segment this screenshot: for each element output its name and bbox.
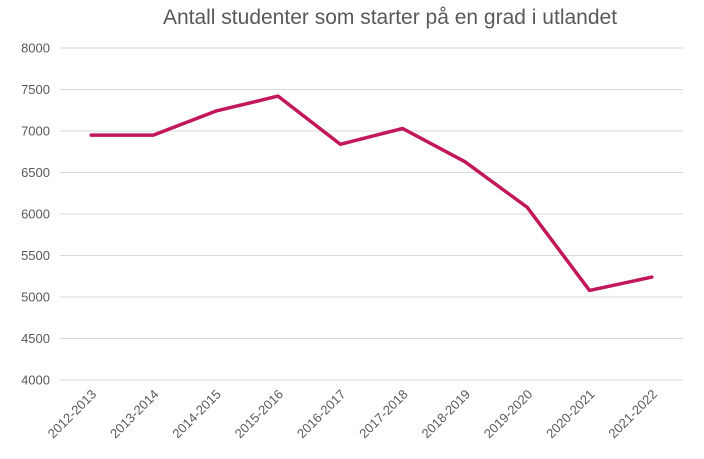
x-axis-tick-labels: 2012-2013 2013-2014 2014-2015 2015-2016 2016…: [45, 387, 660, 442]
data-point-2021-2022: [650, 275, 654, 279]
x-tick-label: 2019-2020: [481, 387, 536, 442]
data-point-2020-2021: [588, 288, 592, 292]
gridlines: [60, 47, 683, 381]
x-tick-label: 2012-2013: [45, 387, 100, 442]
y-tick-label: 8000: [21, 41, 50, 56]
y-tick-label: 5000: [21, 290, 50, 305]
x-tick-label: 2020-2021: [543, 387, 598, 442]
data-point-2017-2018: [401, 127, 405, 131]
x-tick-label: 2016-2017: [294, 387, 349, 442]
chart-title: Antall studenter som starter på en grad …: [163, 6, 617, 29]
y-tick-label: 7500: [21, 82, 50, 97]
x-tick-label: 2015-2016: [232, 387, 287, 442]
y-tick-label: 7000: [21, 124, 50, 139]
data-point-2014-2015: [214, 109, 218, 113]
x-tick-label: 2018-2019: [419, 387, 474, 442]
y-tick-label: 6000: [21, 207, 50, 222]
x-tick-label: 2017-2018: [356, 387, 411, 442]
y-tick-label: 6500: [21, 165, 50, 180]
data-point-2012-2013: [89, 133, 93, 137]
x-tick-label: 2013-2014: [107, 387, 162, 442]
y-tick-label: 5500: [21, 248, 50, 263]
data-point-2016-2017: [338, 142, 342, 146]
data-point-2018-2019: [463, 160, 467, 164]
data-point-2019-2020: [525, 205, 529, 209]
y-tick-label: 4000: [21, 373, 50, 388]
data-point-2013-2014: [151, 133, 155, 137]
data-point-2015-2016: [276, 94, 280, 98]
x-tick-label: 2021-2022: [605, 387, 660, 442]
series-layer: [89, 94, 654, 293]
x-tick-label: 2014-2015: [169, 387, 224, 442]
y-axis-tick-labels: 4000 4500 5000 5500 6000 6500 7000 7500 8000: [21, 41, 50, 388]
y-tick-label: 4500: [21, 331, 50, 346]
series-line: [89, 94, 654, 293]
